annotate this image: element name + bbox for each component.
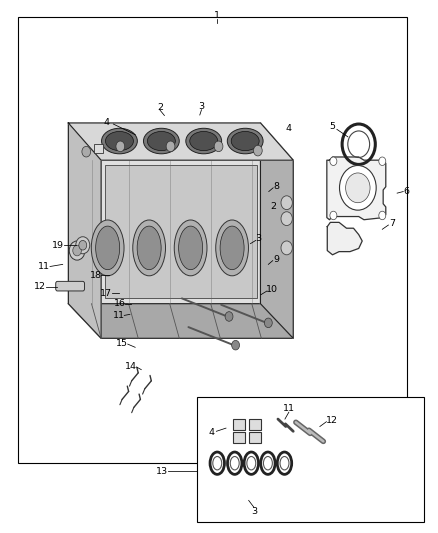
Ellipse shape	[231, 132, 259, 151]
Text: 12: 12	[34, 282, 46, 291]
Text: 5: 5	[329, 122, 336, 131]
Text: 4: 4	[208, 428, 215, 437]
Text: 14: 14	[125, 362, 137, 371]
Text: 9: 9	[273, 255, 279, 264]
Ellipse shape	[216, 220, 248, 276]
Text: 3: 3	[251, 506, 257, 515]
Text: 11: 11	[283, 405, 295, 414]
Circle shape	[76, 237, 90, 254]
Ellipse shape	[220, 226, 244, 270]
Circle shape	[265, 318, 272, 328]
Text: 4: 4	[286, 124, 292, 133]
Polygon shape	[68, 123, 101, 338]
Text: 15: 15	[116, 339, 128, 348]
Circle shape	[116, 141, 125, 152]
Bar	[233, 432, 245, 443]
Circle shape	[330, 211, 337, 220]
Text: 19: 19	[51, 241, 64, 250]
Text: 8: 8	[274, 182, 279, 191]
Circle shape	[330, 157, 337, 165]
Polygon shape	[68, 123, 293, 160]
Bar	[249, 432, 261, 443]
Text: 10: 10	[266, 285, 278, 294]
Text: 2: 2	[157, 102, 163, 111]
Ellipse shape	[91, 220, 124, 276]
Text: 13: 13	[156, 467, 168, 475]
Ellipse shape	[148, 132, 175, 151]
Circle shape	[346, 173, 370, 203]
Circle shape	[339, 165, 376, 210]
Ellipse shape	[133, 220, 166, 276]
Circle shape	[69, 241, 85, 260]
Ellipse shape	[190, 132, 218, 151]
FancyBboxPatch shape	[56, 281, 85, 291]
FancyBboxPatch shape	[101, 160, 261, 304]
Text: 16: 16	[113, 299, 125, 308]
Bar	[18, 17, 407, 463]
Circle shape	[281, 196, 292, 209]
Ellipse shape	[95, 226, 120, 270]
Circle shape	[214, 141, 223, 152]
Text: 3: 3	[198, 102, 205, 111]
Polygon shape	[261, 123, 293, 338]
Ellipse shape	[174, 220, 207, 276]
Ellipse shape	[137, 226, 161, 270]
Circle shape	[379, 157, 386, 165]
Text: 17: 17	[100, 288, 113, 297]
Polygon shape	[327, 222, 362, 255]
Ellipse shape	[179, 226, 203, 270]
Circle shape	[73, 245, 81, 256]
Ellipse shape	[227, 128, 263, 154]
Ellipse shape	[102, 128, 138, 154]
Text: 18: 18	[90, 271, 102, 279]
Text: 12: 12	[325, 416, 338, 425]
Circle shape	[254, 146, 262, 156]
Circle shape	[232, 341, 240, 350]
Text: 4: 4	[104, 118, 110, 127]
Circle shape	[379, 211, 386, 220]
Ellipse shape	[106, 132, 134, 151]
Bar	[233, 419, 245, 430]
Circle shape	[79, 240, 87, 250]
FancyBboxPatch shape	[105, 165, 258, 298]
Text: 3: 3	[256, 234, 262, 243]
Circle shape	[281, 241, 292, 255]
Circle shape	[82, 147, 91, 157]
Polygon shape	[68, 304, 293, 338]
Circle shape	[166, 141, 175, 152]
Text: 6: 6	[404, 187, 410, 196]
Bar	[94, 144, 103, 153]
Ellipse shape	[144, 128, 179, 154]
Text: 1: 1	[214, 11, 220, 20]
Polygon shape	[327, 157, 386, 220]
Circle shape	[281, 212, 292, 225]
Text: 2: 2	[271, 202, 276, 211]
Bar	[197, 397, 424, 522]
Text: 11: 11	[39, 262, 50, 271]
Text: 11: 11	[113, 311, 124, 320]
Text: 7: 7	[389, 220, 395, 229]
Circle shape	[225, 312, 233, 321]
Bar	[249, 419, 261, 430]
Ellipse shape	[186, 128, 222, 154]
